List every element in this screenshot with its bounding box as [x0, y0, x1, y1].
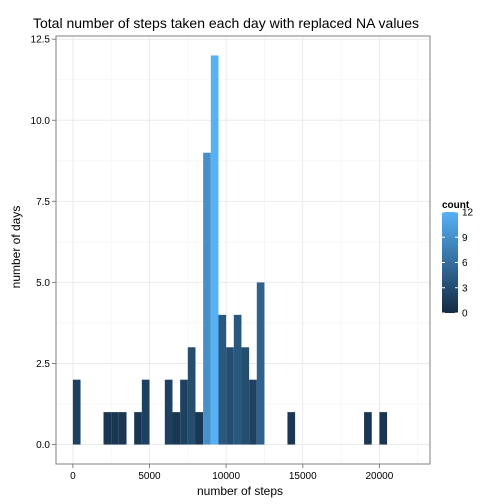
histogram-bar [241, 347, 250, 445]
histogram-bar [164, 379, 173, 445]
x-tick-label: 20000 [366, 471, 394, 482]
histogram-bar [141, 379, 150, 445]
y-axis-title: number of days [9, 206, 23, 289]
histogram-bar [203, 152, 211, 445]
histogram-bar [118, 412, 127, 445]
histogram-bar [210, 55, 219, 445]
y-tick-label: 12.5 [31, 35, 51, 46]
histogram-bar [233, 314, 242, 445]
histogram-bar [364, 412, 372, 445]
y-tick-label: 0.0 [36, 440, 50, 451]
x-tick-label: 10000 [212, 471, 240, 482]
plot-panel [55, 35, 431, 465]
legend-label: 3 [462, 283, 468, 294]
histogram-bar [249, 379, 257, 445]
x-tick-label: 15000 [289, 471, 317, 482]
histogram-bar [379, 412, 388, 445]
legend-label: 0 [462, 309, 468, 320]
y-tick-label: 5.0 [36, 278, 50, 289]
legend: count 0 3 6 9 12 [442, 200, 474, 320]
x-axis: 0 5000 10000 15000 20000 [70, 464, 394, 482]
histogram-bar [134, 412, 142, 445]
histogram-bar [72, 379, 81, 445]
x-tick-label: 0 [70, 471, 76, 482]
histogram-bar [195, 412, 204, 445]
histogram-bar [226, 347, 234, 445]
histogram-bar [256, 282, 265, 445]
legend-colorbar [442, 212, 458, 313]
x-axis-title: number of steps [197, 484, 283, 498]
panel-border [55, 35, 431, 465]
histogram-bar [187, 347, 196, 445]
legend-label: 9 [462, 233, 468, 244]
legend-label: 6 [462, 258, 468, 269]
chart-title: Total number of steps taken each day wit… [33, 15, 419, 31]
legend-title: count [442, 200, 470, 211]
y-axis: 0.0 2.5 5.0 7.5 10.0 12.5 [31, 35, 56, 451]
x-tick-label: 5000 [138, 471, 161, 482]
histogram-bar [180, 379, 188, 445]
y-tick-label: 2.5 [36, 359, 50, 370]
histogram-bar [103, 412, 112, 445]
histogram-bar [111, 412, 119, 445]
y-tick-label: 10.0 [31, 116, 51, 127]
histogram-bar [287, 412, 296, 445]
histogram-bar [172, 412, 181, 445]
histogram-bar [218, 314, 227, 445]
y-tick-label: 7.5 [36, 197, 50, 208]
legend-label: 12 [462, 208, 474, 219]
